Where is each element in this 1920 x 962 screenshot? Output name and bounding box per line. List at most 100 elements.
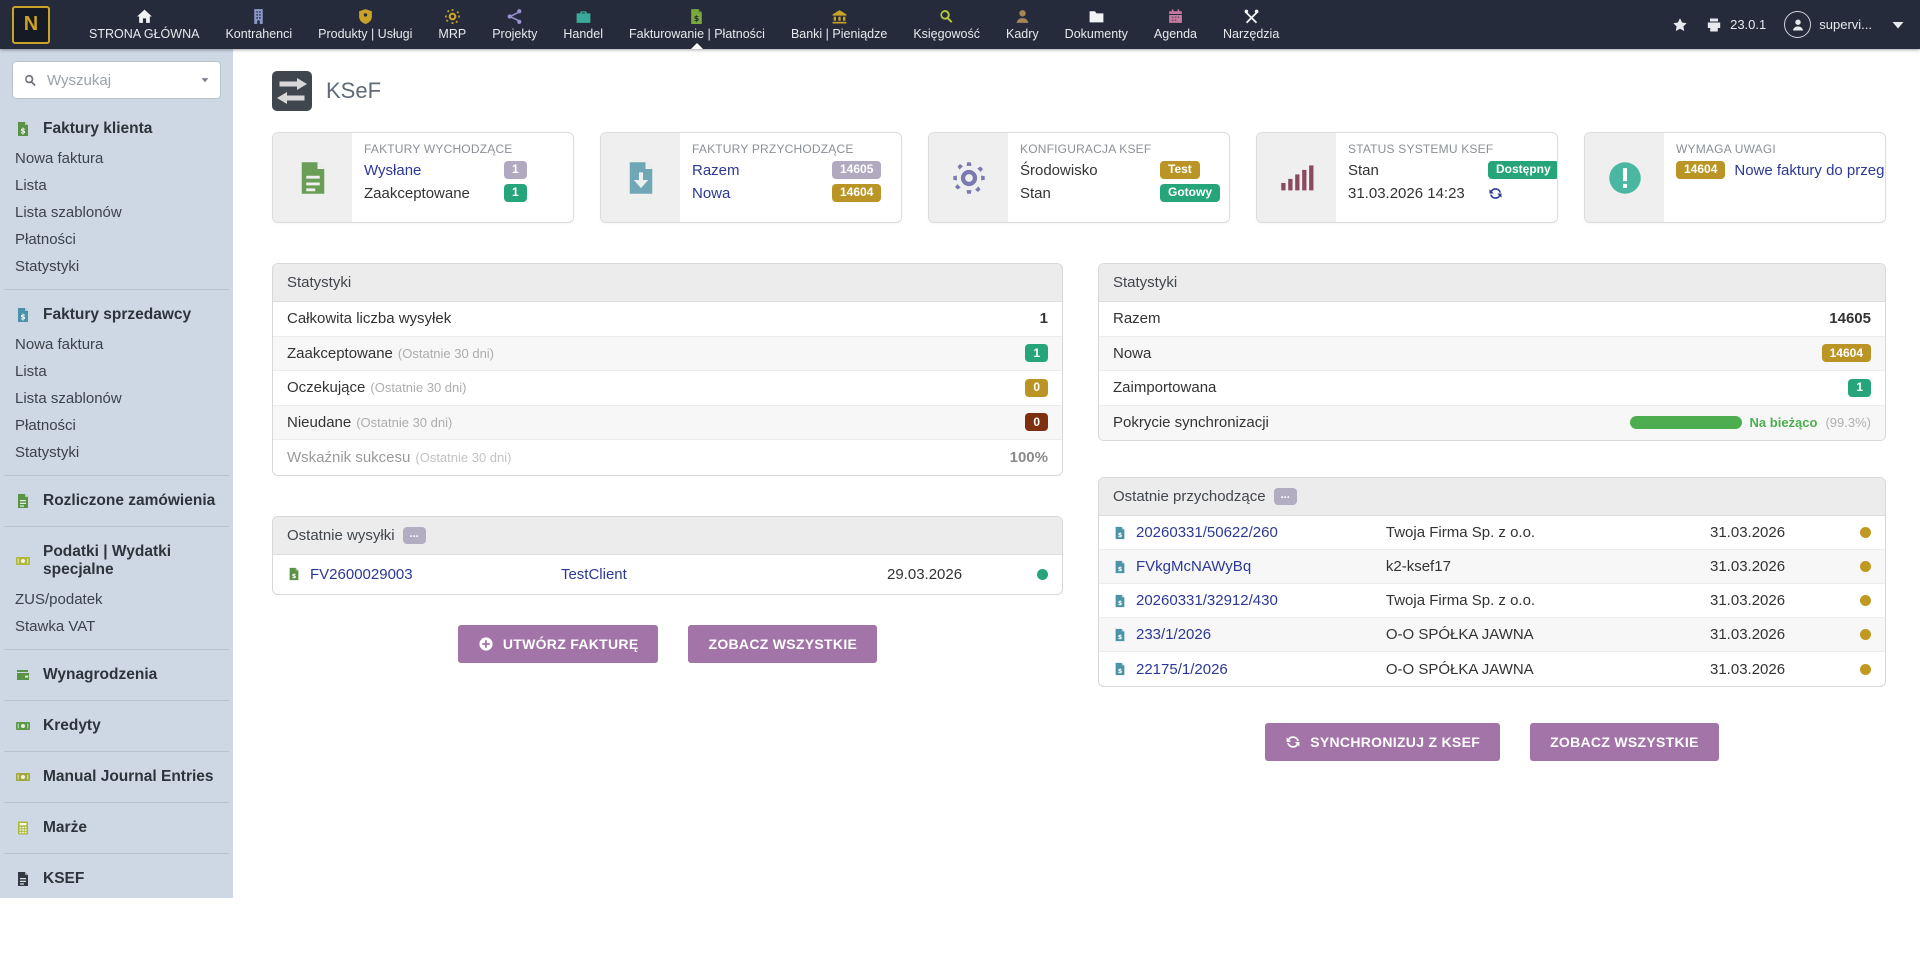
nav-item-fakturowanie-p-atno-ci[interactable]: $Fakturowanie | Płatności (616, 0, 778, 49)
synchronizuj-z-ksef-button[interactable]: SYNCHRONIZUJ Z KSEF (1265, 723, 1500, 761)
status-dot (1860, 629, 1871, 640)
card-icon-wrap (273, 133, 352, 222)
sidebar-item-statystyki[interactable]: Statystyki (0, 439, 233, 466)
card-wymaga-uwagi: WYMAGA UWAGI14604Nowe faktury do przegl… (1584, 132, 1886, 223)
nav-item-mrp[interactable]: MRP (425, 0, 479, 49)
status-dot (1860, 664, 1871, 675)
nav-item-narz-dzia[interactable]: Narzędzia (1210, 0, 1292, 49)
sidebar-item-stawka-vat[interactable]: Stawka VAT (0, 613, 233, 640)
sidebar-item-lista-szablon-w[interactable]: Lista szablonów (0, 385, 233, 412)
sidebar-section-title: Kredyty (43, 717, 101, 735)
search-input[interactable] (47, 72, 191, 89)
nav-item-handel[interactable]: Handel (550, 0, 616, 49)
more-options-button[interactable]: ... (1274, 488, 1297, 505)
invoice-number-link[interactable]: 233/1/2026 (1136, 626, 1211, 643)
invoice-client[interactable]: TestClient (561, 566, 887, 583)
sidebar-item-lista[interactable]: Lista (0, 172, 233, 199)
right-buttons: SYNCHRONIZUJ Z KSEF ZOBACZ WSZYSTKIE (1098, 723, 1886, 761)
user-avatar[interactable] (1784, 11, 1811, 38)
nav-item-banki-pieni-dze[interactable]: Banki | Pieniądze (778, 0, 900, 49)
nav-item-dokumenty[interactable]: Dokumenty (1052, 0, 1141, 49)
invoice-number-link[interactable]: FV2600029003 (310, 566, 413, 583)
recent-outgoing-header: Ostatnie wysyłki ... (273, 517, 1062, 555)
search-dropdown-caret-icon[interactable] (200, 75, 210, 85)
nav-item-agenda[interactable]: Agenda (1141, 0, 1210, 49)
sidebar-section-title: Marże (43, 819, 87, 837)
invoice-client: Twoja Firma Sp. z o.o. (1386, 524, 1710, 541)
invoice-client: k2-ksef17 (1386, 558, 1710, 575)
stat-row-zaimportowana: Zaimportowana1 (1099, 371, 1885, 406)
sidebar-section-ksef[interactable]: KSEF (0, 863, 233, 895)
sidebar-divider (4, 649, 229, 650)
stat-label: Nieudane (287, 414, 351, 431)
stat-badge: 1 (1025, 344, 1048, 362)
card-row-label[interactable]: Wysłane (364, 162, 504, 179)
recent-row: $233/1/2026O-O SPÓŁKA JAWNA31.03.2026 (1099, 618, 1885, 652)
app-logo[interactable]: N (12, 6, 50, 44)
card-row: Razem14605 (692, 160, 889, 180)
nav-item-projekty[interactable]: Projekty (479, 0, 550, 49)
sidebar-item-zus-podatek[interactable]: ZUS/podatek (0, 586, 233, 613)
invoice-number-link[interactable]: 20260331/32912/430 (1136, 592, 1278, 609)
sidebar-item-lista-szablon-w[interactable]: Lista szablonów (0, 199, 233, 226)
utw-rz-faktur-button[interactable]: UTWÓRZ FAKTURĘ (458, 625, 659, 663)
sidebar-section-podatki-wydatki-specjalne[interactable]: Podatki | Wydatki specjalne (0, 536, 233, 586)
card-row-label[interactable]: Razem (692, 162, 832, 179)
nav-item-kontrahenci[interactable]: Kontrahenci (212, 0, 305, 49)
card-row-label[interactable]: Nowa (692, 185, 832, 202)
sidebar-item-lista[interactable]: Lista (0, 358, 233, 385)
sidebar-section-title: Faktury klienta (43, 120, 152, 138)
recent-outgoing-rows: $FV2600029003TestClient29.03.2026 (273, 555, 1062, 594)
card-row-label: 31.03.2026 14:23 (1348, 185, 1488, 202)
nav-item-produkty-us-ugi[interactable]: Produkty | Usługi (305, 0, 425, 49)
sidebar-section-kredyty[interactable]: Kredyty (0, 710, 233, 742)
sidebar-item-nowa-faktura[interactable]: Nowa faktura (0, 145, 233, 172)
zobacz-wszystkie-button[interactable]: ZOBACZ WSZYSTKIE (1530, 723, 1719, 761)
main-content: KSeF FAKTURY WYCHODZĄCEWysłane1Zaakcepto… (233, 49, 1920, 962)
refresh-icon[interactable] (1488, 186, 1503, 201)
chevron-down-icon[interactable] (1890, 17, 1906, 33)
stat-sublabel: (Ostatnie 30 dni) (415, 450, 511, 465)
nav-item-label: Kontrahenci (225, 27, 292, 41)
sidebar-item-status-wysy-ki[interactable]: Status wysyłki (0, 895, 233, 898)
sidebar-item-p-atno-ci[interactable]: Płatności (0, 412, 233, 439)
invoice-number-cell: $20260331/50622/260 (1113, 524, 1386, 541)
invoice-number-link[interactable]: 20260331/50622/260 (1136, 524, 1278, 541)
invoice-date: 31.03.2026 (1710, 524, 1860, 541)
print-icon[interactable] (1706, 17, 1722, 33)
stat-label: Zaakceptowane (287, 345, 393, 362)
page-header: KSeF (272, 71, 1886, 111)
nav-item-ksi-gowo[interactable]: Księgowość (900, 0, 993, 49)
sidebar-section-mar-e[interactable]: Marże (0, 812, 233, 844)
sidebar-section-manual-journal-entries[interactable]: Manual Journal Entries (0, 761, 233, 793)
card-body: KONFIGURACJA KSEFŚrodowiskoTestStanGotow… (1008, 133, 1229, 222)
nav-item-label: Agenda (1154, 27, 1197, 41)
sidebar-item-nowa-faktura[interactable]: Nowa faktura (0, 331, 233, 358)
sidebar-section-rozliczone-zam-wienia[interactable]: Rozliczone zamówienia (0, 485, 233, 517)
sidebar-item-statystyki[interactable]: Statystyki (0, 253, 233, 280)
invoice-icon: $ (688, 8, 705, 25)
svg-text:$: $ (694, 13, 700, 22)
card-status-systemu-ksef: STATUS SYSTEMU KSEFStanDostępny31.03.202… (1256, 132, 1558, 223)
svg-text:$: $ (1118, 598, 1123, 606)
more-options-button[interactable]: ... (403, 527, 426, 544)
sidebar-section-faktury-sprzedawcy[interactable]: $Faktury sprzedawcy (0, 299, 233, 331)
nav-item-strona-g-wna[interactable]: STRONA GŁÓWNA (76, 0, 212, 49)
zobacz-wszystkie-button[interactable]: ZOBACZ WSZYSTKIE (688, 625, 877, 663)
favorites-star-icon[interactable] (1672, 17, 1688, 33)
sidebar-divider (4, 751, 229, 752)
nav-item-label: Księgowość (913, 27, 980, 41)
button-label: UTWÓRZ FAKTURĘ (503, 636, 639, 652)
building-icon (250, 8, 267, 25)
sidebar-section-title: Wynagrodzenia (43, 666, 157, 684)
sidebar-item-p-atno-ci[interactable]: Płatności (0, 226, 233, 253)
invoice-number-link[interactable]: FVkgMcNAWyBq (1136, 558, 1251, 575)
card-row-label[interactable]: Nowe faktury do przegl… (1734, 162, 1886, 179)
sidebar-section-faktury-klienta[interactable]: $Faktury klienta (0, 113, 233, 145)
invoice-number-link[interactable]: 22175/1/2026 (1136, 661, 1228, 678)
sync-progress: Na bieżąco(99.3%) (1630, 415, 1871, 430)
nav-item-kadry[interactable]: Kadry (993, 0, 1052, 49)
sidebar-section-wynagrodzenia[interactable]: Wynagrodzenia (0, 659, 233, 691)
card-row: 14604Nowe faktury do przegl… (1676, 160, 1873, 180)
wallet-icon (15, 667, 31, 683)
